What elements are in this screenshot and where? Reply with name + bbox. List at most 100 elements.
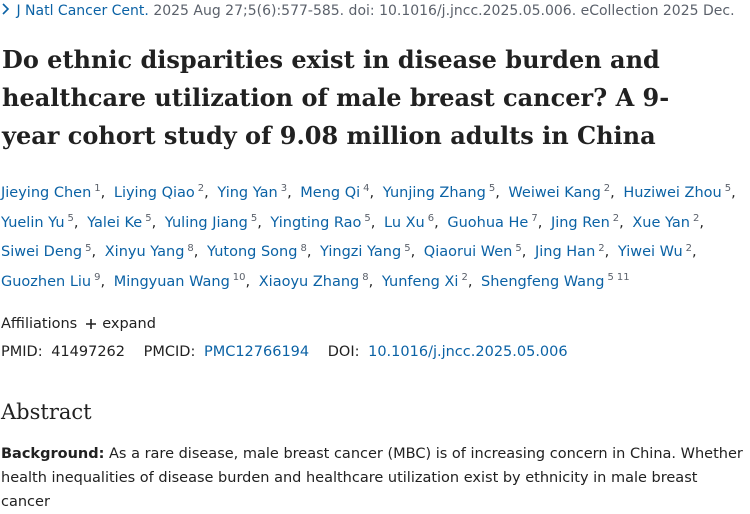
affiliation-number[interactable]: 7 (531, 212, 538, 224)
affiliation-number[interactable]: 8 (362, 272, 369, 284)
author-name[interactable]: Xiaoyu Zhang (258, 274, 360, 291)
affiliation-number[interactable]: 5 (488, 183, 496, 194)
plus-icon (86, 319, 97, 329)
affiliation-number[interactable]: 5 (607, 272, 614, 284)
author: Siwei Deng 5 (1, 242, 100, 261)
affiliation-number[interactable]: 2 (197, 183, 205, 194)
abstract-heading: Abstract (1, 400, 92, 424)
author-name[interactable]: Yingting Rao (270, 214, 362, 231)
affiliation-number[interactable]: 8 (187, 242, 194, 254)
affiliation-number[interactable]: 2 (603, 183, 611, 194)
author-name[interactable]: Yuelin Yu (1, 214, 65, 231)
author-name[interactable]: Shengfeng Wang (481, 274, 605, 291)
affiliation-number[interactable]: 5 (724, 183, 732, 194)
pmid-value: 41497262 (51, 344, 126, 360)
author: Xinyu Yang 8 (104, 242, 203, 261)
article-title: Do ethnic disparities exist in disease b… (2, 45, 670, 150)
pmcid-link[interactable]: PMC12766194 (203, 344, 310, 360)
affiliation-number[interactable]: 5 (364, 212, 371, 224)
author-name[interactable]: Weiwei Kang (508, 184, 601, 201)
author: Jing Han 2 (534, 242, 613, 261)
author-name[interactable]: Ying Yan (217, 184, 278, 201)
author-name[interactable]: Guozhen Liu (1, 274, 92, 291)
affiliations-label: Affiliations (1, 316, 78, 332)
affiliation-number[interactable]: 10 (232, 272, 246, 284)
author: Xiaoyu Zhang 8 (258, 272, 378, 291)
author-name[interactable]: Guohua He (447, 214, 529, 231)
author-name[interactable]: Qiaorui Wen (423, 244, 513, 261)
affiliation-number[interactable]: 5 (250, 212, 258, 224)
author: Weiwei Kang 2 (508, 183, 618, 201)
author: Yuelin Yu 5 (1, 212, 83, 231)
journal-link[interactable]: J Natl Cancer Cent. (16, 3, 149, 19)
affiliation-number[interactable]: 5 (85, 242, 92, 254)
identifiers: PMID: 41497262 PMCID: PMC12766194 DOI: 1… (1, 344, 568, 360)
affiliation-number[interactable]: 11 (616, 272, 630, 284)
author-name[interactable]: Jing Ren (550, 214, 610, 231)
author: Mingyuan Wang 10 (113, 272, 254, 291)
citation-details: 2025 Aug 27;5(6):577-585. doi: 10.1016/j… (153, 3, 735, 19)
affiliation-number[interactable]: 5 (404, 242, 411, 254)
author: Qiaorui Wen 5 (423, 242, 531, 261)
author-name[interactable]: Yutong Song (207, 244, 298, 261)
author: Yuling Jiang 5 (164, 212, 266, 231)
author: Liying Qiao 2 (113, 183, 213, 201)
background-label: Background: (1, 446, 105, 462)
author: Yunfeng Xi 2 (381, 272, 477, 291)
author-name[interactable]: Liying Qiao (113, 184, 195, 201)
affiliation-number[interactable]: 5 (145, 212, 152, 224)
author-name[interactable]: Yuling Jiang (164, 214, 248, 231)
affiliation-number[interactable]: 3 (280, 183, 288, 194)
affiliation-number[interactable]: 6 (427, 212, 435, 224)
author: Yunjing Zhang 5 (382, 183, 504, 201)
author: Huziwei Zhou 5 (623, 183, 739, 201)
author: Yiwei Wu 2 (617, 242, 701, 261)
author: Yalei Ke 5 (87, 212, 160, 231)
affiliation-number[interactable]: 1 (94, 183, 101, 194)
affiliation-number[interactable]: 2 (685, 242, 693, 254)
affiliation-number[interactable]: 2 (692, 212, 700, 224)
author-name[interactable]: Jing Han (534, 244, 596, 261)
author: Guozhen Liu 9 (1, 272, 109, 291)
author-name[interactable]: Jieying Chen (1, 184, 92, 201)
author: Shengfeng Wang 5 11 (481, 272, 630, 291)
affiliation-number[interactable]: 2 (612, 212, 620, 224)
doi-label: DOI: (327, 344, 360, 360)
author-name[interactable]: Mingyuan Wang (113, 274, 230, 291)
author: Guohua He 7 (447, 212, 546, 231)
affiliation-number[interactable]: 5 (67, 212, 74, 224)
abstract-text: Background: As a rare disease, male brea… (1, 442, 749, 514)
author-name[interactable]: Meng Qi (300, 184, 361, 201)
author-name[interactable]: Xinyu Yang (104, 244, 185, 261)
page: J Natl Cancer Cent. 2025 Aug 27;5(6):577… (1, 3, 749, 510)
doi-link[interactable]: 10.1016/j.jncc.2025.05.006 (368, 344, 568, 360)
expand-label: expand (102, 316, 156, 332)
author-name[interactable]: Yalei Ke (87, 214, 143, 231)
author-name[interactable]: Yunjing Zhang (382, 184, 486, 201)
affiliation-number[interactable]: 2 (598, 242, 605, 254)
affiliation-number[interactable]: 9 (94, 272, 101, 284)
author: Meng Qi 4 (300, 183, 378, 201)
chevron-icon (2, 3, 10, 15)
author-name[interactable]: Yingzi Yang (320, 244, 402, 261)
affiliation-number[interactable]: 5 (515, 242, 522, 254)
author-name[interactable]: Lu Xu (384, 214, 425, 231)
background-text: As a rare disease, male breast cancer (M… (1, 446, 743, 510)
author-name[interactable]: Xue Yan (632, 214, 690, 231)
author-name[interactable]: Yiwei Wu (617, 244, 683, 261)
author: Yingting Rao 5 (270, 212, 379, 231)
author: Jieying Chen 1 (1, 183, 109, 201)
affiliation-number[interactable]: 2 (461, 272, 468, 284)
author-name[interactable]: Siwei Deng (1, 244, 83, 261)
author: Ying Yan 3 (217, 183, 295, 201)
affiliation-number[interactable]: 8 (300, 242, 307, 254)
author: Yingzi Yang 5 (320, 242, 419, 261)
author: Yutong Song 8 (207, 242, 315, 261)
pmcid-label: PMCID: (143, 344, 196, 360)
affiliation-number[interactable]: 4 (363, 183, 370, 194)
author-name[interactable]: Huziwei Zhou (623, 184, 722, 201)
author: Jing Ren 2 (550, 212, 628, 231)
expand-button[interactable]: expand (85, 316, 156, 332)
author-name[interactable]: Yunfeng Xi (381, 274, 459, 291)
